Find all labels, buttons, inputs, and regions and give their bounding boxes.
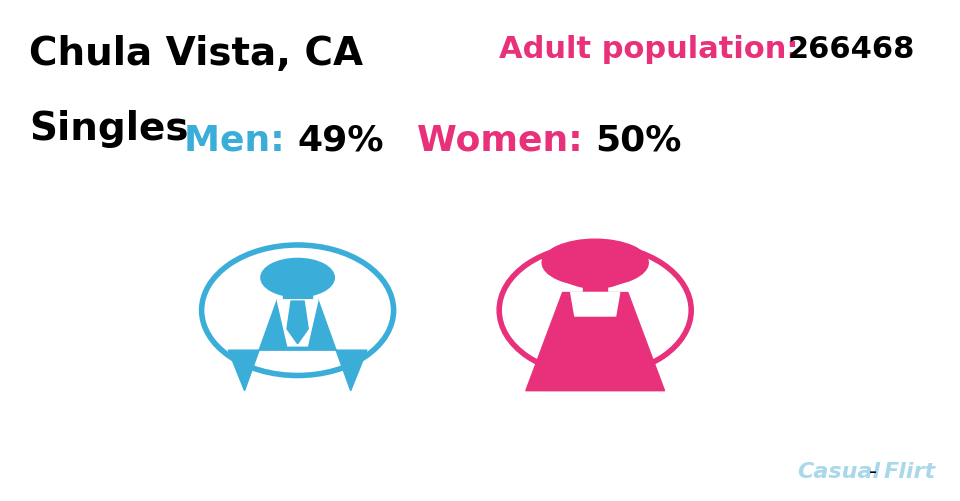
Text: 50%: 50% [595,123,682,157]
Polygon shape [287,302,308,344]
Circle shape [559,250,632,289]
Text: 266468: 266468 [787,35,915,64]
Text: Chula Vista, CA: Chula Vista, CA [29,35,363,73]
Circle shape [261,259,334,297]
Text: Flirt: Flirt [883,461,935,481]
Polygon shape [228,300,367,391]
Polygon shape [526,293,664,391]
Text: Singles: Singles [29,110,188,148]
Polygon shape [583,288,608,293]
Text: Women:: Women: [417,123,595,157]
Polygon shape [277,300,318,346]
Polygon shape [570,293,620,317]
Polygon shape [570,293,620,310]
Text: -: - [869,461,876,481]
Polygon shape [283,293,312,300]
Text: Adult population:: Adult population: [499,35,799,64]
Text: Men:: Men: [184,123,298,157]
Text: Casual: Casual [797,461,880,481]
Text: 49%: 49% [298,123,384,157]
Ellipse shape [542,240,648,287]
